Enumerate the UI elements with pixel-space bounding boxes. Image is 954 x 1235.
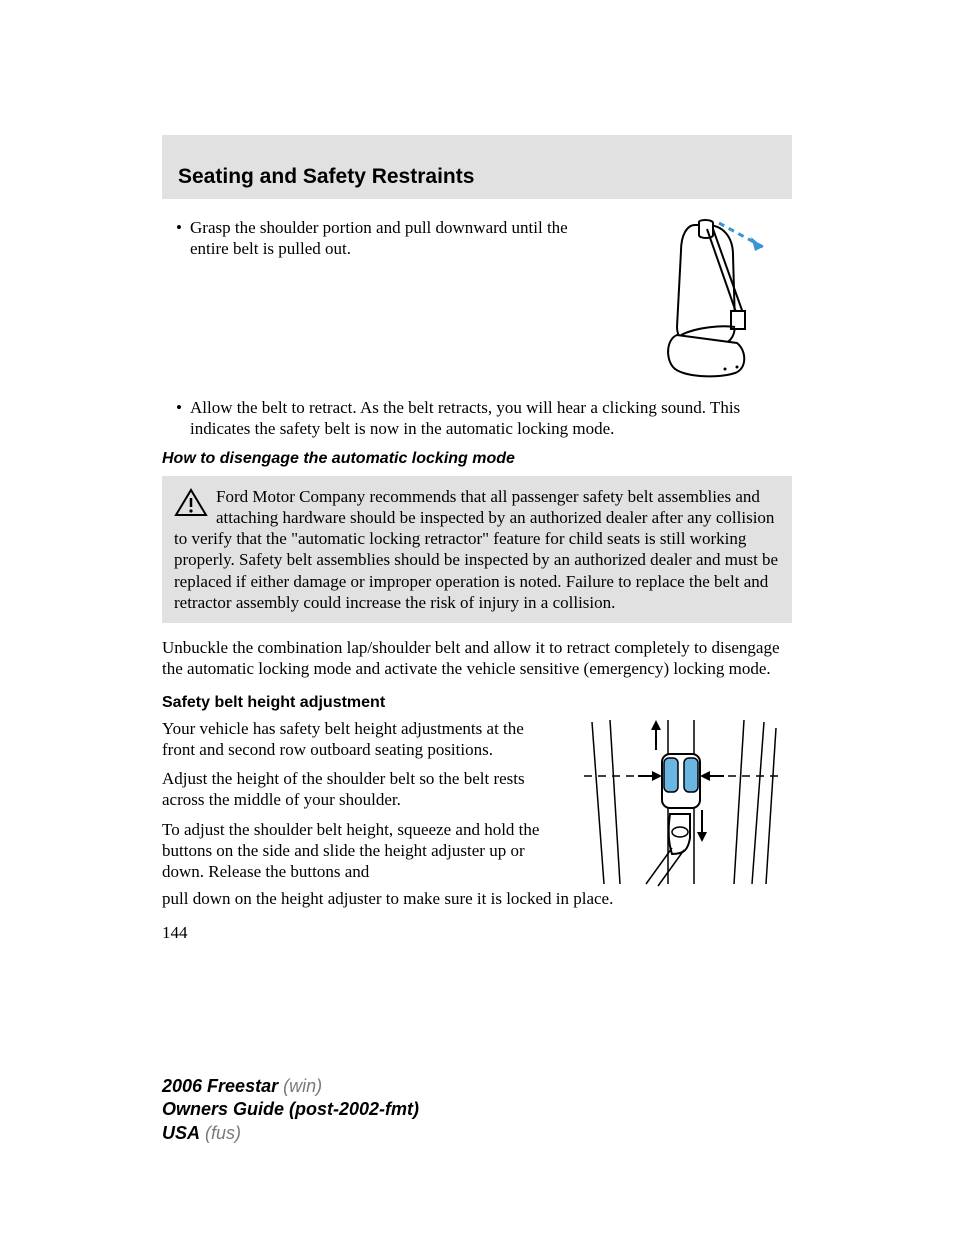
subheading-height: Safety belt height adjustment	[162, 694, 792, 712]
warning-text: Ford Motor Company recommends that all p…	[174, 487, 778, 612]
bullet-row-1: • Grasp the shoulder portion and pull do…	[162, 217, 792, 387]
footer-line-3: USA (fus)	[162, 1122, 419, 1145]
bullet-item: • Grasp the shoulder portion and pull do…	[162, 217, 608, 260]
bullet-dot-icon: •	[176, 397, 182, 440]
page: Seating and Safety Restraints • Grasp th…	[0, 0, 954, 1235]
bullet-text-col: • Grasp the shoulder portion and pull do…	[162, 217, 608, 260]
bullet-item: • Allow the belt to retract. As the belt…	[162, 397, 792, 440]
height-text-col: Your vehicle has safety belt height adju…	[162, 718, 548, 883]
seat-svg	[647, 217, 777, 387]
bullet-text: Allow the belt to retract. As the belt r…	[190, 397, 792, 440]
footer-guide: Owners Guide (post-2002-fmt)	[162, 1099, 419, 1119]
page-number: 144	[162, 923, 792, 943]
footer-code-1: (win)	[283, 1076, 322, 1096]
bullet-dot-icon: •	[176, 217, 182, 260]
height-para-continue: pull down on the height adjuster to make…	[162, 888, 792, 909]
height-para-3: To adjust the shoulder belt height, sque…	[162, 819, 548, 883]
adjuster-illustration	[572, 718, 792, 888]
footer-line-2: Owners Guide (post-2002-fmt)	[162, 1098, 419, 1121]
section-header-bar: Seating and Safety Restraints	[162, 135, 792, 199]
section-title: Seating and Safety Restraints	[178, 165, 776, 189]
footer-model: 2006 Freestar	[162, 1076, 278, 1096]
bullet-text: Grasp the shoulder portion and pull down…	[190, 217, 608, 260]
footer-region: USA	[162, 1123, 200, 1143]
footer-code-3: (fus)	[205, 1123, 241, 1143]
height-para-1: Your vehicle has safety belt height adju…	[162, 718, 548, 761]
footer-block: 2006 Freestar (win) Owners Guide (post-2…	[162, 1075, 419, 1145]
seat-illustration	[632, 217, 792, 387]
warning-triangle-icon	[174, 488, 208, 523]
paragraph-unbuckle: Unbuckle the combination lap/shoulder be…	[162, 637, 792, 680]
height-para-2: Adjust the height of the shoulder belt s…	[162, 768, 548, 811]
footer-line-1: 2006 Freestar (win)	[162, 1075, 419, 1098]
warning-box: Ford Motor Company recommends that all p…	[162, 476, 792, 624]
adjuster-svg	[572, 718, 792, 888]
height-adjust-row: Your vehicle has safety belt height adju…	[162, 718, 792, 888]
subheading-disengage: How to disengage the automatic locking m…	[162, 450, 792, 468]
